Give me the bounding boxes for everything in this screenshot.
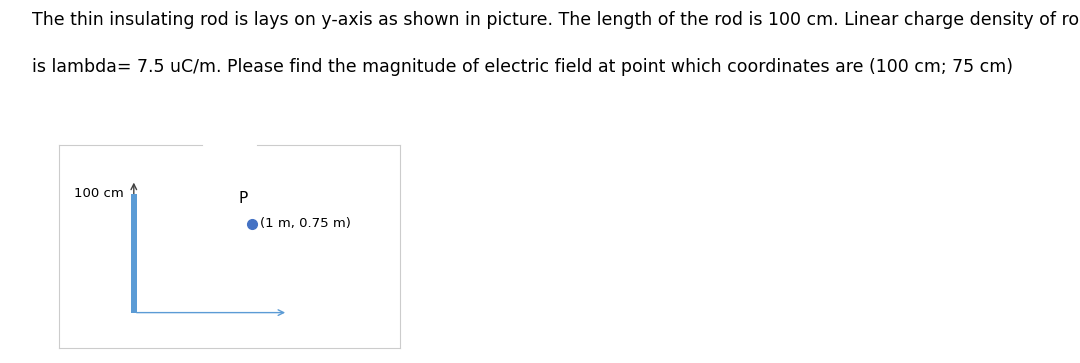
Text: 100 cm: 100 cm bbox=[73, 187, 123, 200]
Text: is lambda= 7.5 uC/m. Please find the magnitude of electric field at point which : is lambda= 7.5 uC/m. Please find the mag… bbox=[32, 58, 1013, 76]
Text: (1 m, 0.75 m): (1 m, 0.75 m) bbox=[259, 217, 350, 230]
Text: P: P bbox=[239, 191, 247, 206]
Text: The thin insulating rod is lays on y-axis as shown in picture. The length of the: The thin insulating rod is lays on y-axi… bbox=[32, 11, 1080, 29]
Bar bbox=[131, 194, 137, 313]
